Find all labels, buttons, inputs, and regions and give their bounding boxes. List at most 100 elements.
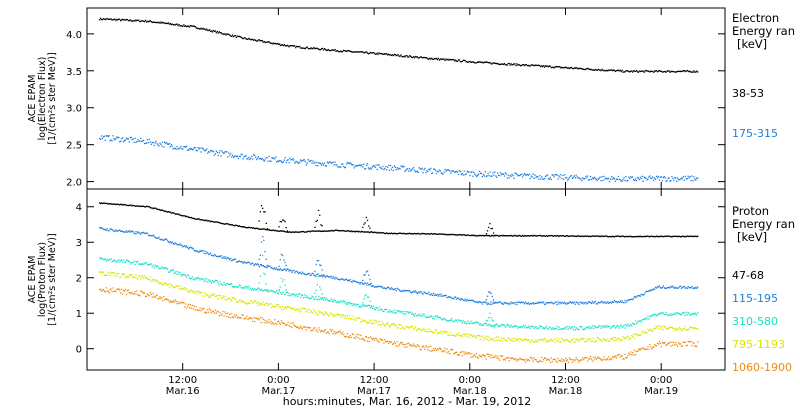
data-point — [217, 154, 219, 157]
data-point — [653, 328, 655, 330]
data-point — [494, 171, 496, 173]
data-point — [148, 138, 150, 140]
data-point — [431, 172, 433, 175]
data-point — [164, 282, 166, 284]
data-point — [557, 178, 559, 180]
data-point — [327, 315, 329, 317]
data-point — [309, 327, 311, 329]
data-point — [659, 235, 662, 237]
data-point — [650, 235, 652, 237]
data-point — [692, 235, 694, 237]
data-point — [180, 145, 182, 148]
data-point — [545, 341, 548, 343]
data-point — [133, 293, 135, 295]
data-point — [536, 340, 538, 342]
data-point — [599, 302, 601, 304]
data-point — [522, 64, 525, 66]
data-point — [421, 313, 423, 315]
data-point — [195, 149, 197, 151]
data-point — [202, 219, 204, 221]
data-point — [128, 20, 130, 22]
data-point — [138, 295, 140, 297]
data-point — [143, 142, 146, 145]
data-point — [689, 176, 691, 178]
data-point — [588, 68, 590, 70]
data-point — [294, 162, 296, 164]
data-point — [643, 332, 645, 334]
data-point — [223, 296, 225, 298]
data-point — [362, 302, 364, 304]
data-point — [200, 151, 202, 153]
data-point — [529, 327, 531, 329]
data-point — [284, 284, 286, 286]
data-point — [681, 345, 684, 347]
data-point — [140, 263, 142, 266]
data-point — [588, 68, 591, 70]
data-point — [605, 302, 607, 304]
data-point — [254, 320, 256, 323]
data-point — [312, 272, 314, 275]
data-point — [675, 314, 677, 316]
data-point — [126, 138, 128, 140]
data-point — [292, 307, 294, 309]
data-point — [548, 65, 551, 67]
data-point — [243, 261, 245, 263]
data-point — [285, 161, 287, 163]
data-point — [417, 345, 419, 347]
data-point — [430, 330, 432, 332]
data-point — [358, 334, 360, 336]
data-point — [649, 329, 651, 331]
data-point — [695, 286, 697, 289]
data-point — [689, 235, 691, 237]
data-point — [600, 327, 602, 329]
legend-title-line: Proton — [732, 204, 769, 218]
data-point — [696, 177, 698, 179]
data-point — [114, 275, 116, 277]
data-point — [637, 177, 640, 179]
data-point — [466, 353, 468, 355]
data-point — [152, 264, 154, 266]
data-point — [128, 292, 130, 294]
data-point — [301, 160, 304, 162]
data-point — [628, 338, 630, 340]
data-point — [640, 70, 642, 72]
data-point — [441, 58, 443, 60]
data-point — [239, 225, 241, 228]
data-point — [608, 69, 610, 71]
data-point — [629, 337, 631, 339]
data-point — [329, 161, 331, 163]
data-point — [179, 243, 181, 245]
data-point — [297, 295, 299, 297]
data-point — [541, 356, 543, 359]
data-point — [105, 229, 107, 231]
data-point — [589, 68, 592, 71]
data-point — [554, 358, 556, 360]
data-point — [637, 295, 640, 297]
data-point — [439, 58, 441, 60]
data-point — [542, 235, 544, 237]
data-point — [677, 287, 680, 289]
data-point — [405, 325, 407, 328]
data-point — [639, 295, 641, 297]
data-point — [384, 287, 386, 289]
data-point — [318, 296, 320, 298]
data-point — [424, 57, 426, 59]
data-point — [328, 333, 330, 335]
data-point — [244, 317, 246, 319]
data-point — [584, 235, 586, 237]
data-point — [232, 34, 234, 36]
data-point — [602, 358, 604, 361]
data-point — [665, 311, 667, 314]
data-point — [393, 232, 395, 234]
data-point — [405, 169, 407, 171]
data-point — [489, 324, 491, 326]
data-point — [165, 210, 167, 212]
data-point — [391, 323, 394, 325]
data-point — [267, 291, 269, 293]
data-point — [530, 303, 532, 305]
data-point — [199, 219, 201, 221]
data-point — [321, 230, 323, 232]
data-point — [124, 139, 127, 141]
data-point — [499, 175, 501, 177]
data-point — [275, 156, 277, 158]
